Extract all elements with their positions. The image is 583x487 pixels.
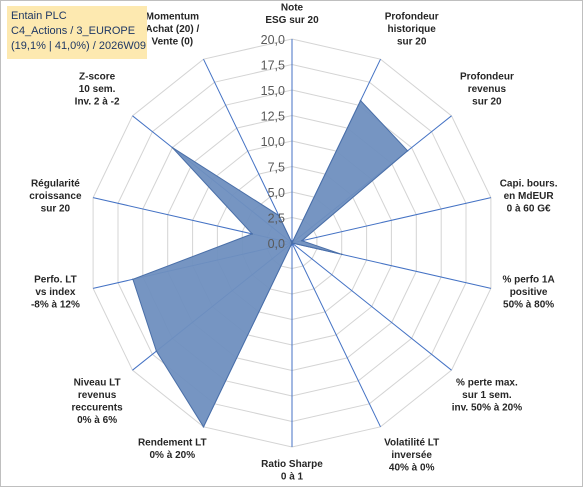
category-label-13: Momentum Achat (20) / Vente (0): [145, 11, 199, 47]
data-point-4: [340, 253, 343, 256]
data-point-10: [132, 278, 134, 281]
category-label-line: 50% à 80%: [503, 300, 554, 311]
category-label-line: sur 20: [472, 96, 502, 107]
category-label-line: sur 1 sem.: [462, 390, 512, 401]
category-label-line: Note: [281, 3, 304, 14]
category-label-line: Achat (20) /: [145, 24, 199, 35]
category-label-line: reccurents: [72, 403, 124, 414]
title-box: Entain PLC C4_Actions / 3_EUROPE (19,1% …: [7, 6, 147, 59]
portfolio-label: C4_Actions / 3_EUROPE: [11, 25, 136, 37]
category-label-line: Ratio Sharpe: [261, 459, 323, 470]
data-point-2: [406, 150, 409, 152]
category-label-line: 0 à 60 G€: [507, 203, 551, 214]
spoke-3: [291, 197, 492, 244]
category-label-line: vs index: [35, 287, 75, 298]
category-label-line: revenus: [468, 84, 507, 95]
category-label-7: Ratio Sharpe 0 à 1: [261, 459, 323, 483]
category-label-line: croissance: [29, 191, 82, 202]
category-label-line: Vente (0): [151, 36, 193, 47]
category-label-line: Profondeur: [385, 11, 439, 22]
series-layer: [132, 99, 409, 428]
data-point-8: [202, 426, 205, 428]
tick-label: 2,5: [268, 212, 285, 226]
category-label-2: Profondeur revenus sur 20: [460, 71, 514, 107]
data-point-13: [277, 214, 280, 217]
data-point-9: [155, 350, 158, 352]
tick-label: 10,0: [261, 135, 285, 149]
category-label-line: 0 à 1: [281, 472, 304, 483]
category-label-line: 0% à 20%: [150, 450, 196, 461]
category-label-4: % perfo 1A positive 50% à 80%: [502, 275, 554, 311]
category-label-8: Rendement LT 0% à 20%: [138, 438, 207, 462]
category-label-line: 0% à 6%: [77, 415, 117, 426]
category-label-line: Profondeur: [460, 71, 514, 82]
spoke-5: [291, 242, 452, 371]
category-label-11: Régularité croissance sur 20: [29, 178, 82, 214]
category-label-6: Volatilité LT inversée 40% à 0%: [384, 438, 439, 474]
category-label-3: Capi. bours. en MdEUR 0 à 60 G€: [500, 178, 558, 214]
data-point-12: [171, 146, 174, 149]
data-point-1: [359, 99, 362, 102]
category-label-line: % perte max.: [456, 378, 518, 389]
category-label-line: sur 20: [397, 36, 427, 47]
category-label-line: Niveau LT: [74, 378, 121, 389]
category-label-line: revenus: [78, 390, 117, 401]
category-label-line: Volatilité LT: [384, 438, 439, 449]
category-label-line: Z-score: [79, 71, 116, 82]
category-labels: Note ESG sur 20 Profondeur historique sur 20…: [29, 3, 557, 483]
category-label-line: 40% à 0%: [389, 463, 435, 474]
category-label-line: Perfo. LT: [34, 275, 77, 286]
category-label-5: % perte max. sur 1 sem. inv. 50% à 20%: [452, 378, 523, 414]
category-label-0: Note ESG sur 20: [265, 3, 319, 27]
category-label-line: Inv. 2 à -2: [75, 96, 120, 107]
tick-label: 12,5: [261, 110, 285, 124]
category-label-line: sur 20: [41, 203, 71, 214]
spoke-13: [203, 58, 293, 244]
category-label-line: Capi. bours.: [500, 178, 558, 189]
category-label-line: Rendement LT: [138, 438, 207, 449]
category-label-line: ESG sur 20: [265, 15, 319, 26]
category-label-line: inversée: [391, 450, 432, 461]
category-label-12: Z-score 10 sem. Inv. 2 à -2: [75, 71, 120, 107]
tick-label: 7,5: [268, 161, 285, 175]
category-label-line: 10 sem.: [79, 84, 116, 95]
spoke-6: [291, 242, 381, 428]
data-point-7: [291, 242, 293, 244]
category-label-line: en MdEUR: [504, 191, 555, 202]
category-label-line: historique: [388, 24, 437, 35]
tick-label: 15,0: [261, 84, 285, 98]
category-label-line: positive: [510, 287, 548, 298]
tick-label: 20,0: [261, 33, 285, 47]
company-name: Entain PLC: [11, 10, 67, 22]
category-label-line: Régularité: [31, 178, 80, 189]
category-label-line: inv. 50% à 20%: [452, 403, 523, 414]
series-area-0: [132, 99, 409, 428]
radial-tick-labels: 0,0 2,5 5,0 7,5 10,0 12,5 15,0 17,5 20,0: [261, 33, 285, 251]
tick-label: 17,5: [261, 59, 285, 73]
category-label-line: Momentum: [146, 11, 199, 22]
category-label-line: -8% à 12%: [31, 300, 80, 311]
tick-label: 0,0: [268, 237, 285, 251]
category-label-line: % perfo 1A: [502, 275, 554, 286]
data-point-3: [301, 239, 303, 242]
category-label-9: Niveau LT revenus reccurents 0% à 6%: [72, 378, 124, 427]
score-week-label: (19,1% | 41,0%) / 2026W09: [11, 40, 146, 52]
category-label-1: Profondeur historique sur 20: [385, 11, 439, 47]
tick-label: 5,0: [268, 186, 285, 200]
category-label-10: Perfo. LT vs index -8% à 12%: [31, 275, 80, 311]
data-point-11: [251, 233, 253, 235]
